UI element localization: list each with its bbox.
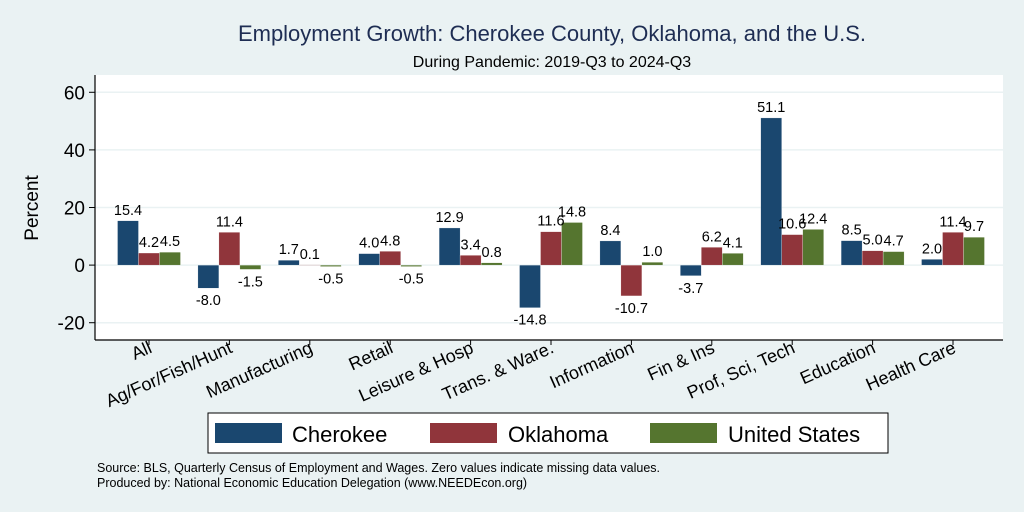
data-label: 12.4	[799, 211, 827, 227]
data-label: 8.4	[600, 223, 620, 239]
data-label: 8.5	[842, 223, 862, 239]
data-label: 4.5	[160, 234, 180, 250]
bar-oklahoma	[781, 234, 803, 266]
data-label: 4.7	[884, 234, 904, 250]
legend-swatch	[650, 423, 717, 443]
data-label: 4.2	[139, 235, 159, 251]
y-tick-label: 20	[64, 199, 85, 220]
data-label: 10.6	[778, 217, 806, 233]
data-label: -8.0	[196, 293, 221, 309]
y-tick-label: 40	[64, 141, 85, 162]
data-label: 51.1	[757, 100, 785, 116]
data-label: -1.5	[238, 274, 263, 290]
data-label: 14.8	[558, 204, 586, 220]
legend-swatch	[215, 423, 282, 443]
legend: Cherokee Oklahoma United States	[207, 412, 889, 454]
bar-oklahoma	[299, 264, 321, 266]
bar-oklahoma	[861, 250, 884, 266]
data-label: 11.6	[537, 214, 564, 230]
bar-united-states	[963, 237, 985, 266]
bar-oklahoma	[218, 232, 241, 266]
data-label: 2.0	[922, 241, 942, 257]
data-label: -0.5	[399, 272, 424, 288]
bar-united-states	[159, 251, 181, 266]
legend-box	[207, 412, 889, 454]
bar-cherokee	[117, 220, 139, 266]
data-label: 12.9	[435, 210, 463, 226]
bar-cherokee	[840, 240, 863, 266]
bar-united-states	[320, 264, 342, 267]
bar-oklahoma	[459, 255, 482, 266]
data-label: 4.0	[359, 236, 379, 252]
source-note: Source: BLS, Quarterly Census of Employm…	[97, 461, 660, 475]
data-label: 4.8	[380, 233, 400, 249]
chart-title: Employment Growth: Cherokee County, Okla…	[238, 21, 866, 46]
y-tick-label: 60	[64, 83, 85, 104]
data-label: 0.1	[300, 247, 320, 263]
data-label: 5.0	[863, 233, 883, 249]
bar-cherokee	[197, 264, 220, 289]
data-label: 11.4	[939, 214, 966, 230]
data-label: 1.0	[642, 244, 662, 260]
data-label: -14.8	[513, 313, 546, 329]
bar-oklahoma	[540, 231, 562, 266]
data-label: 9.7	[964, 219, 984, 235]
chart-subtitle: During Pandemic: 2019-Q3 to 2024-Q3	[413, 54, 691, 71]
bar-united-states	[239, 264, 262, 270]
bar-united-states	[802, 229, 824, 266]
produced-by-note: Produced by: National Economic Education…	[97, 476, 527, 490]
legend-label: Oklahoma	[508, 422, 609, 447]
legend-label: United States	[728, 422, 860, 447]
data-label: -3.7	[678, 281, 703, 297]
data-label: 4.1	[723, 235, 743, 251]
legend-label: Cherokee	[292, 422, 387, 447]
legend-swatch	[430, 423, 497, 443]
data-label: 1.7	[279, 242, 299, 258]
data-label: 6.2	[702, 229, 722, 245]
data-label: 0.8	[482, 245, 502, 261]
bar-united-states	[480, 262, 503, 266]
bar-united-states	[882, 251, 905, 266]
bar-oklahoma	[620, 264, 643, 297]
data-label: 3.4	[461, 237, 481, 253]
bar-oklahoma	[701, 247, 723, 266]
bar-cherokee	[599, 240, 622, 266]
bar-oklahoma	[942, 232, 964, 266]
data-label: -0.5	[318, 272, 343, 288]
y-tick-label: 0	[74, 256, 85, 277]
bar-cherokee	[519, 264, 541, 308]
bar-oklahoma	[379, 251, 401, 266]
bar-cherokee	[921, 259, 943, 266]
bar-cherokee	[358, 253, 380, 266]
bar-cherokee	[760, 117, 782, 266]
data-label: -10.7	[615, 301, 648, 317]
bar-united-states	[400, 264, 422, 267]
bar-united-states	[561, 222, 583, 266]
bar-oklahoma	[138, 252, 160, 266]
y-axis-label: Percent	[22, 175, 43, 241]
bar-united-states	[641, 262, 664, 266]
bar-cherokee	[438, 227, 461, 266]
y-tick-label: -20	[58, 314, 85, 335]
bar-united-states	[722, 253, 744, 266]
bar-cherokee	[680, 264, 702, 276]
data-label: 15.4	[114, 203, 142, 219]
data-label: 11.4	[216, 214, 243, 230]
bar-cherokee	[278, 260, 300, 266]
